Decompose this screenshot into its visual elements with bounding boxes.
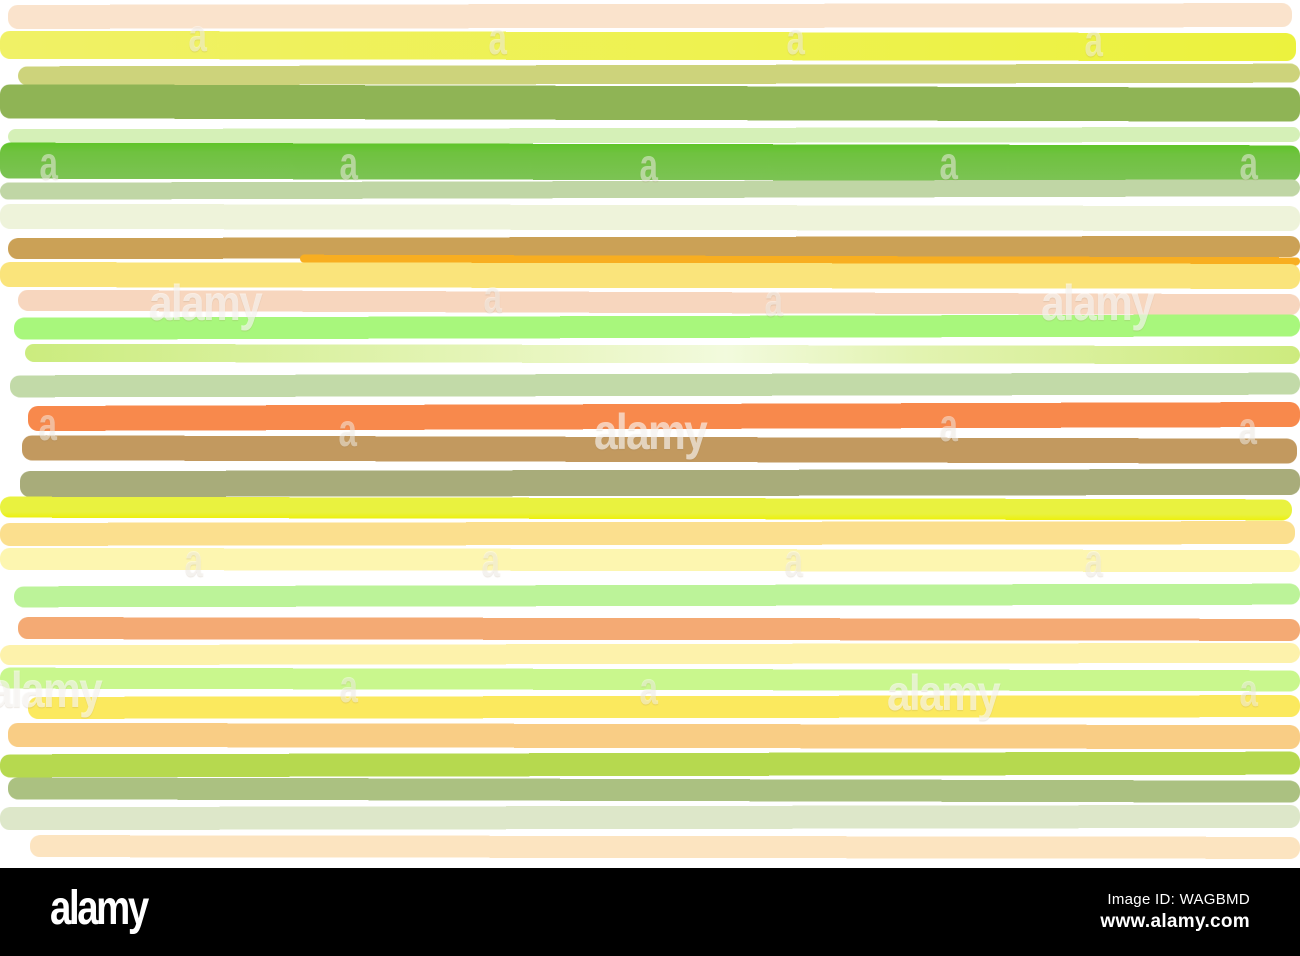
stripe (9, 372, 1300, 398)
stripe (7, 777, 1300, 803)
stripe (0, 262, 1300, 289)
stripe (0, 667, 1300, 692)
stripe (27, 402, 1300, 431)
stripe (0, 496, 1293, 521)
stripe (17, 289, 1300, 316)
stripe (27, 695, 1300, 719)
stripe (0, 30, 1297, 62)
stripe (0, 642, 1300, 666)
stripe (13, 314, 1300, 340)
alamy-footer-bar: alamy Image ID: WAGBMD www.alamy.com (0, 868, 1300, 956)
stripe (19, 468, 1300, 498)
stripe (0, 84, 1300, 122)
alamy-logo: alamy (50, 882, 149, 935)
stripe (0, 179, 1300, 200)
stripe (17, 617, 1300, 641)
footer-info: Image ID: WAGBMD www.alamy.com (1100, 891, 1250, 933)
stripe (0, 203, 1300, 232)
stripe (0, 751, 1300, 778)
stripe (24, 343, 1300, 365)
stripe (13, 583, 1300, 608)
stripe (0, 521, 1296, 546)
stripe (7, 3, 1293, 29)
stripe (0, 142, 1300, 182)
stripe (7, 722, 1300, 750)
image-id-label: Image ID: WAGBMD (1107, 891, 1250, 908)
stripe (0, 804, 1300, 831)
stripe (21, 435, 1298, 464)
stripe (17, 63, 1300, 86)
stripe (29, 835, 1300, 859)
stripe (0, 547, 1300, 573)
stripe (7, 126, 1300, 145)
alamy-url: www.alamy.com (1100, 911, 1250, 932)
